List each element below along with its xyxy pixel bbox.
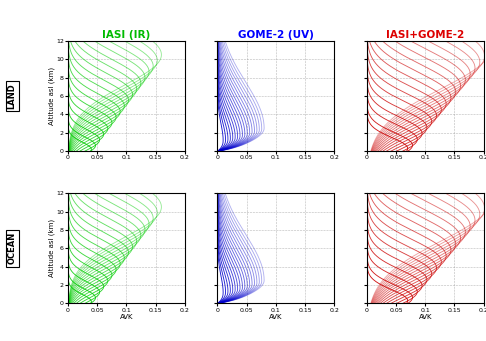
Y-axis label: Altitude asl (km): Altitude asl (km) bbox=[48, 67, 54, 125]
X-axis label: AVK: AVK bbox=[418, 314, 432, 320]
X-axis label: AVK: AVK bbox=[269, 314, 282, 320]
Title: GOME-2 (UV): GOME-2 (UV) bbox=[238, 30, 314, 40]
Title: IASI+GOME-2: IASI+GOME-2 bbox=[386, 30, 464, 40]
Title: IASI (IR): IASI (IR) bbox=[102, 30, 151, 40]
X-axis label: AVK: AVK bbox=[120, 314, 133, 320]
Text: OCEAN: OCEAN bbox=[8, 232, 17, 265]
Y-axis label: Altitude asl (km): Altitude asl (km) bbox=[48, 219, 54, 277]
Text: LAND: LAND bbox=[8, 83, 17, 109]
